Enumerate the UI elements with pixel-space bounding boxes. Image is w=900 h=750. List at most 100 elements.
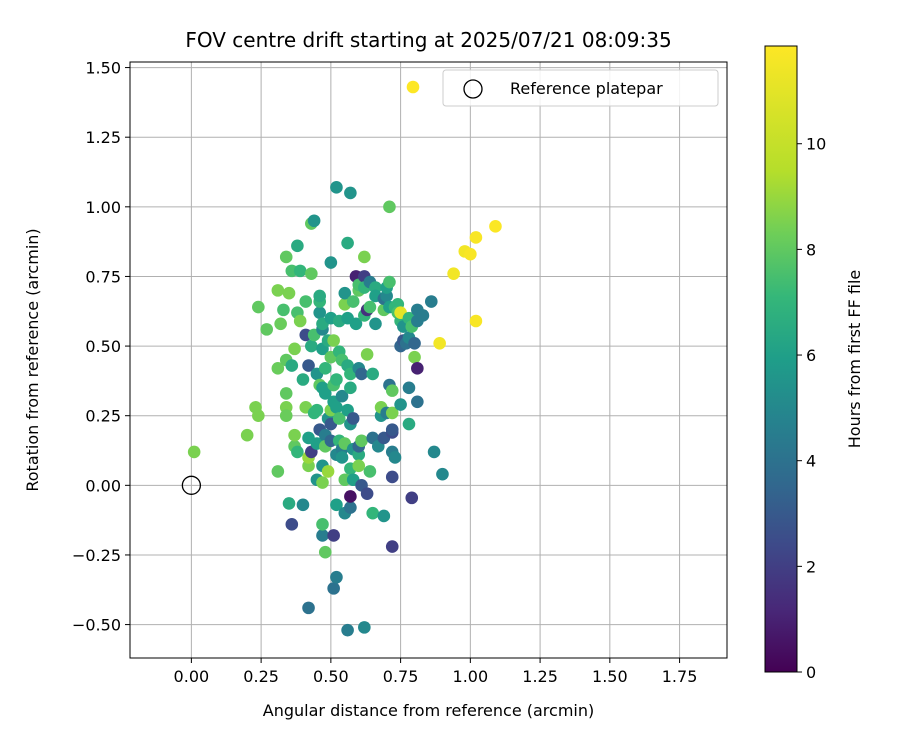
data-point: [302, 601, 315, 615]
data-point: [344, 501, 357, 514]
data-point: [313, 306, 327, 319]
y-tick-label: 0.75: [85, 267, 121, 286]
data-point: [469, 231, 483, 244]
data-point: [291, 239, 304, 253]
data-point: [330, 570, 343, 584]
data-point: [383, 200, 396, 214]
data-point: [360, 487, 374, 500]
legend-box: [442, 69, 719, 107]
data-point: [321, 465, 335, 478]
data-point: [427, 445, 441, 459]
data-point: [464, 247, 477, 261]
data-point: [344, 490, 357, 503]
data-point: [330, 181, 343, 194]
data-point: [310, 403, 324, 417]
data-point: [335, 389, 349, 403]
data-point: [282, 286, 296, 300]
data-point: [271, 465, 285, 478]
x-tick-label: 0.00: [174, 667, 210, 686]
data-point: [293, 264, 307, 278]
data-point: [385, 406, 399, 420]
data-point: [318, 545, 332, 559]
y-axis-label: Rotation from reference (arcmin): [23, 228, 42, 491]
legend-reference-swatch: [463, 79, 483, 99]
colorbar-ticks: 0 2 4 6 8 10: [797, 135, 826, 682]
data-point: [366, 506, 380, 520]
data-point: [279, 387, 293, 400]
data-point: [338, 286, 352, 300]
data-point: [318, 387, 332, 400]
data-point: [363, 465, 377, 478]
data-point: [385, 540, 399, 553]
chart-title: FOV centre drift starting at 2025/07/21 …: [185, 28, 671, 52]
data-point: [271, 362, 285, 375]
data-point: [385, 384, 399, 397]
x-tick-label: 1.25: [522, 667, 558, 686]
data-point: [332, 412, 346, 425]
data-point: [288, 428, 301, 442]
data-point: [377, 509, 391, 523]
data-point: [383, 275, 396, 289]
data-point: [433, 336, 446, 350]
data-point: [327, 529, 340, 542]
data-point: [279, 409, 293, 423]
data-point: [318, 362, 332, 375]
x-tick-label: 0.50: [313, 667, 349, 686]
data-point: [341, 623, 354, 637]
y-tick-label: 1.50: [85, 59, 121, 78]
data-point: [363, 300, 377, 314]
data-point: [385, 423, 399, 436]
y-axis-ticks: −0.50 −0.25 0.00 0.25 0.50 0.75 1.00 1.25 1.50: [72, 59, 130, 635]
data-point: [402, 381, 416, 395]
y-tick-label: 1.00: [85, 198, 121, 217]
data-point: [282, 497, 296, 510]
legend-reference-label: Reference platepar: [510, 79, 663, 98]
data-point: [344, 186, 357, 200]
data-point: [324, 256, 338, 269]
data-point: [293, 314, 307, 328]
data-point: [271, 284, 285, 297]
colorbar-tick-label: 10: [806, 135, 826, 154]
data-point: [252, 300, 265, 314]
data-point: [330, 373, 343, 386]
data-point: [355, 367, 368, 381]
y-tick-label: 0.00: [85, 476, 121, 495]
data-point: [341, 236, 354, 250]
data-point: [305, 339, 318, 353]
data-point: [416, 309, 430, 322]
data-point: [366, 367, 380, 381]
data-point: [187, 445, 201, 459]
data-point: [327, 582, 340, 595]
data-point: [385, 470, 399, 484]
y-tick-label: 0.25: [85, 407, 121, 426]
data-point: [316, 476, 329, 489]
x-tick-label: 1.50: [592, 667, 628, 686]
data-point: [305, 267, 318, 280]
y-tick-label: −0.50: [72, 616, 121, 635]
y-tick-label: −0.25: [72, 546, 121, 565]
colorbar-gradient: [764, 45, 798, 673]
data-point: [277, 303, 290, 317]
x-tick-label: 1.75: [662, 667, 698, 686]
data-point: [291, 445, 304, 459]
x-tick-label: 0.75: [383, 667, 419, 686]
colorbar: 0 2 4 6 8 10 Hours from first FF file: [764, 45, 864, 682]
colorbar-tick-label: 0: [806, 663, 816, 682]
x-tick-label: 1.00: [453, 667, 489, 686]
data-point: [299, 295, 313, 308]
data-point: [285, 518, 299, 531]
reference-platepar-marker: [181, 475, 202, 495]
data-point: [335, 451, 349, 464]
data-point: [402, 417, 416, 431]
data-point: [447, 267, 460, 280]
data-point: [240, 428, 254, 442]
data-point: [436, 467, 449, 481]
data-point: [285, 359, 299, 372]
x-axis-label: Angular distance from reference (arcmin): [263, 701, 594, 720]
data-point: [260, 323, 273, 336]
data-point: [327, 334, 340, 347]
grid-lines: [130, 62, 727, 658]
data-point: [296, 498, 310, 512]
data-point: [360, 348, 374, 361]
